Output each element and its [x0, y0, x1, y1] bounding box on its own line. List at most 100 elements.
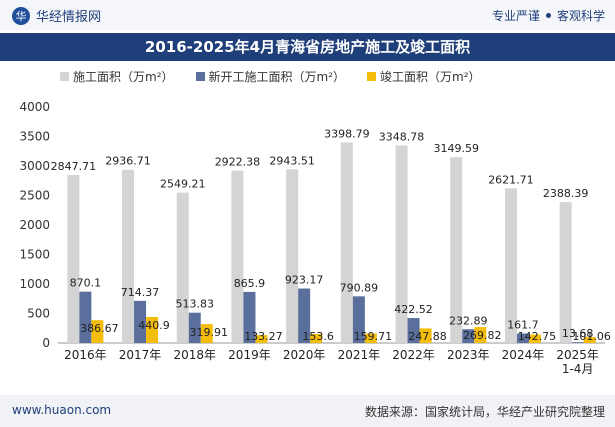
y-tick-label: 0 [42, 336, 50, 350]
y-tick-label: 4000 [19, 100, 50, 114]
x-tick-label: 2016年 [64, 348, 107, 362]
y-tick-label: 3000 [19, 159, 50, 173]
bar [364, 333, 377, 343]
header-tags: 专业严谨 客观科学 [492, 7, 605, 24]
bar [395, 145, 408, 343]
x-tick-label: 2017年 [119, 348, 162, 362]
data-label: 2943.51 [269, 154, 315, 167]
data-label: 865.9 [234, 277, 266, 290]
chart-legend: 施工面积（万m²） 新开工施工面积（万m²） 竣工面积（万m²） [60, 68, 481, 85]
bar [474, 327, 487, 343]
bar [516, 333, 529, 343]
bar [188, 312, 201, 343]
data-label: 2936.71 [105, 155, 151, 168]
x-tick-label: 2021年 [338, 348, 381, 362]
data-label: 790.89 [340, 281, 379, 294]
brand: 华 华经情报网 [12, 6, 101, 25]
y-tick-label: 2000 [19, 218, 50, 232]
x-tick-label: 2024年 [502, 348, 545, 362]
x-tick-label: 2019年 [228, 348, 271, 362]
tag-rigorous: 专业严谨 [491, 9, 540, 23]
legend-label-new-construction: 新开工施工面积（万m²） [208, 70, 346, 84]
bar [146, 316, 159, 343]
legend-swatch-icon [367, 72, 377, 81]
data-label: 3348.78 [379, 130, 425, 143]
x-tick-label: 2018年 [173, 348, 216, 362]
data-label: 870.1 [70, 277, 102, 290]
bar [462, 329, 475, 343]
legend-swatch-icon [195, 72, 205, 81]
data-label: 2922.38 [215, 156, 261, 169]
footer-source: 数据来源：国家统计局，华经产业研究院整理 [364, 405, 605, 419]
data-label: 159.71 [354, 330, 393, 343]
data-label: 440.9 [138, 319, 170, 332]
chart-title: 2016-2025年4月青海省房地产施工及竣工面积 [0, 33, 615, 61]
data-label: 714.37 [121, 286, 160, 299]
data-label: 3149.59 [434, 142, 480, 155]
legend-item-construction: 施工面积（万m²） [60, 68, 174, 85]
x-tick-label: 2022年 [392, 348, 435, 362]
data-label: 2388.39 [543, 187, 589, 200]
bar [419, 328, 432, 343]
data-label: 101.06 [572, 330, 611, 343]
footer-url: www.huaon.com [12, 403, 112, 417]
data-label: 133.27 [244, 330, 283, 343]
footer-bar: www.huaon.com 数据来源：国家统计局，华经产业研究院整理 [0, 395, 615, 427]
x-tick-label: 1-4月 [562, 362, 594, 376]
bar [200, 324, 213, 343]
legend-item-new-construction: 新开工施工面积（万m²） [195, 68, 346, 85]
data-label: 3398.79 [324, 127, 370, 140]
bullet-dot-icon [545, 13, 551, 18]
legend-label-completed: 竣工面积（万m²） [380, 70, 481, 84]
data-label: 269.82 [463, 329, 502, 342]
legend-item-completed: 竣工面积（万m²） [367, 68, 481, 85]
bar [91, 320, 104, 343]
data-label: 2621.71 [488, 173, 534, 186]
bar [243, 291, 256, 343]
data-label: 422.52 [394, 303, 433, 316]
bar [79, 291, 92, 343]
bar [504, 188, 517, 343]
data-label: 2847.71 [51, 160, 97, 173]
bar [528, 334, 541, 343]
data-label: 923.17 [285, 274, 324, 287]
data-label: 386.67 [80, 322, 119, 335]
bar [255, 335, 268, 343]
y-tick-label: 2500 [19, 189, 50, 203]
legend-label-construction: 施工面积（万m²） [73, 70, 174, 84]
y-tick-label: 1000 [19, 277, 50, 291]
bar [122, 169, 135, 343]
x-tick-label: 2025年 [556, 348, 599, 362]
x-tick-label: 2020年 [283, 348, 326, 362]
bar [134, 300, 147, 343]
bar [310, 333, 323, 343]
bar [176, 192, 189, 343]
x-tick-label: 2023年 [447, 348, 490, 362]
bar [407, 318, 420, 343]
bar [286, 169, 299, 343]
top-bar: 华 华经情报网 专业严谨 客观科学 [0, 0, 615, 30]
bar [67, 174, 80, 343]
legend-swatch-icon [60, 72, 69, 81]
bar [450, 157, 463, 343]
y-tick-label: 3500 [19, 130, 50, 144]
y-tick-label: 1500 [19, 248, 50, 262]
brand-name: 华经情报网 [36, 10, 102, 25]
data-label: 319.91 [190, 326, 229, 339]
data-label: 161.7 [507, 318, 539, 331]
data-label: 2549.21 [160, 178, 206, 191]
y-tick-label: 500 [27, 307, 50, 321]
data-label: 13.68 [562, 327, 594, 340]
tag-objective: 客观科学 [556, 9, 605, 23]
bar [559, 202, 572, 343]
data-label: 232.89 [449, 314, 488, 327]
bar [231, 170, 244, 343]
bar [583, 337, 596, 343]
data-label: 247.88 [408, 330, 447, 343]
data-label: 153.6 [302, 330, 334, 343]
brand-logo-icon: 华 [12, 6, 30, 25]
bar [298, 288, 311, 343]
data-label: 142.75 [518, 330, 557, 343]
bar [571, 342, 584, 343]
